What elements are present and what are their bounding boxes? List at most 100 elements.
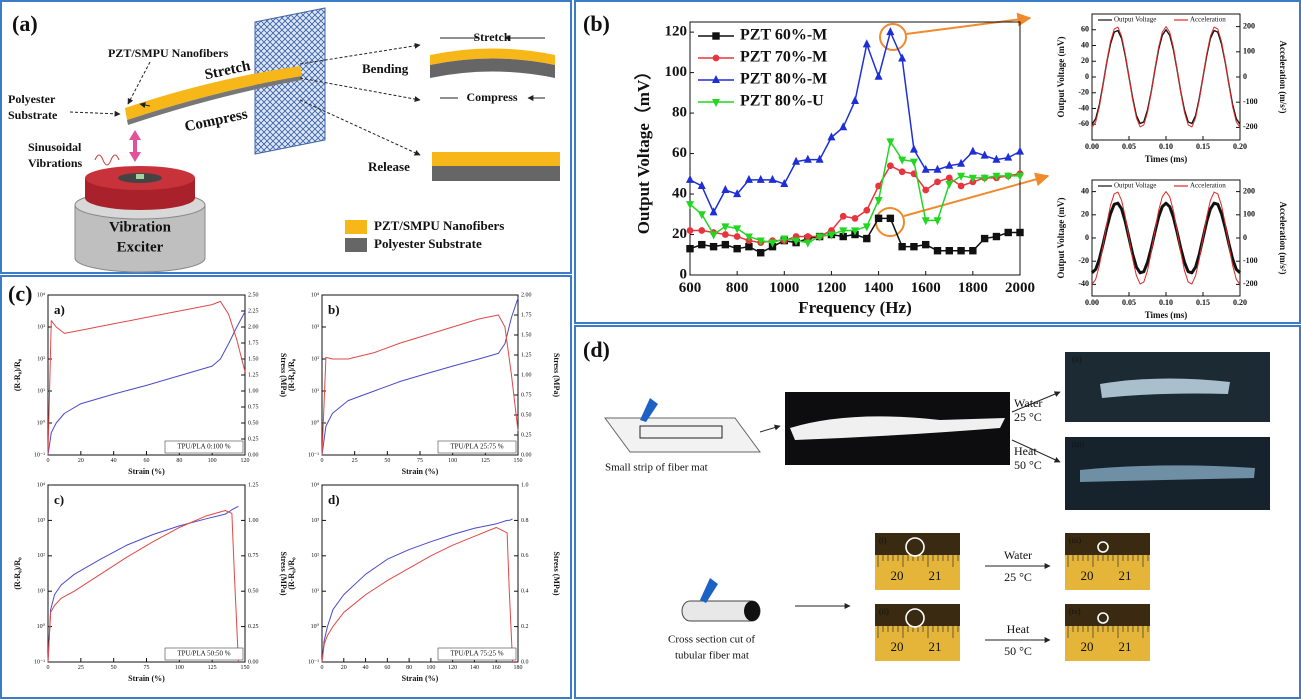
y2-tick-label: 0.75 xyxy=(521,392,532,398)
y-tick-label: 40 xyxy=(1081,186,1089,195)
subpanel-label: c) xyxy=(54,492,64,507)
ruler-mark: 20 xyxy=(1081,639,1094,654)
label: Bending xyxy=(362,61,409,76)
label: Vibrations xyxy=(28,156,83,170)
y2-axis-label: Stress (MPa) xyxy=(552,551,561,595)
plot-frame xyxy=(322,485,518,662)
label: PZT/SMPU Nanofibers xyxy=(108,46,229,60)
figure: (a)PZT/SMPU NanofibersStretchCompressPol… xyxy=(0,0,1301,699)
y2-tick-label: 0.00 xyxy=(248,659,259,665)
x-tick-label: 25 xyxy=(78,665,84,671)
marker xyxy=(970,248,976,254)
marker xyxy=(887,28,893,34)
x-tick-label: 40 xyxy=(363,665,369,671)
y-tick-label: 60 xyxy=(672,145,687,161)
x-axis-label: Times (ms) xyxy=(1145,310,1188,320)
marker xyxy=(887,163,893,169)
step-temp: 25 °C xyxy=(1014,410,1042,424)
x-tick-label: 50 xyxy=(384,458,390,464)
y-tick-label: 10⁰ xyxy=(311,419,320,426)
series-line xyxy=(48,301,245,455)
series-line xyxy=(322,298,518,455)
marker xyxy=(946,181,952,187)
x-tick-label: 0.15 xyxy=(1196,298,1210,307)
y-axis-label: (R-R₀)/R₀ xyxy=(13,557,22,590)
x-tick-label: 100 xyxy=(426,665,435,671)
photo-label: (iii) xyxy=(1069,536,1081,545)
marker xyxy=(1017,148,1023,154)
y2-tick-label: 1.25 xyxy=(248,372,259,378)
plot-frame xyxy=(48,295,245,455)
series-line xyxy=(322,527,513,662)
y2-tick-label: 1.75 xyxy=(248,340,259,346)
x-tick-label: 60 xyxy=(384,665,390,671)
x-tick-label: 60 xyxy=(144,458,150,464)
x-tick-label: 40 xyxy=(111,458,117,464)
y2-axis-label: Acceleration (m/s²) xyxy=(1278,41,1288,114)
marker xyxy=(734,245,740,251)
x-tick-label: 80 xyxy=(176,458,182,464)
y2-tick-label: 200 xyxy=(1243,186,1255,195)
marker xyxy=(758,250,764,256)
label: Release xyxy=(368,159,410,174)
y2-tick-label: 100 xyxy=(1243,210,1255,219)
x-tick-label: 75 xyxy=(417,458,423,464)
panel-label: (b) xyxy=(583,11,610,36)
x-tick-label: 80 xyxy=(406,665,412,671)
ruler-mark: 21 xyxy=(1119,639,1132,654)
panel-b-callouts xyxy=(876,18,1048,236)
panel-label: (c) xyxy=(8,281,32,306)
y2-tick-label: -200 xyxy=(1243,279,1258,288)
y-axis-label: Output Voltage（mV） xyxy=(633,63,653,234)
y2-tick-label: 0.25 xyxy=(521,432,532,438)
marker xyxy=(713,33,719,39)
marker xyxy=(981,235,987,241)
x-tick-label: 2000 xyxy=(1005,280,1035,296)
y2-tick-label: 1.25 xyxy=(248,482,259,488)
x-tick-label: 0 xyxy=(321,665,324,671)
y-tick-label: 0 xyxy=(1085,233,1089,242)
marker xyxy=(746,243,752,249)
x-tick-label: 0 xyxy=(47,458,50,464)
y-axis-label: Output Voltage (mV) xyxy=(1056,36,1066,117)
x-tick-label: 140 xyxy=(470,665,479,671)
ruler-mark: 21 xyxy=(1119,568,1132,583)
x-tick-label: 1000 xyxy=(769,280,799,296)
marker xyxy=(923,241,929,247)
series-line xyxy=(48,510,238,662)
marker xyxy=(699,228,705,234)
y2-tick-label: 2.25 xyxy=(248,308,259,314)
y-tick-label: 10⁰ xyxy=(37,419,46,426)
x-tick-label: 1400 xyxy=(864,280,894,296)
ruler-mark: 20 xyxy=(891,568,904,583)
y-tick-label: 120 xyxy=(665,24,688,40)
y2-tick-label: 0.8 xyxy=(521,518,529,524)
y-tick-label: 40 xyxy=(1081,40,1089,49)
legend-label: PZT 60%-M xyxy=(740,27,827,44)
y2-tick-label: 100 xyxy=(1243,47,1255,56)
photo-label: (ii) xyxy=(1072,355,1082,364)
marker xyxy=(1017,229,1023,235)
x-tick-label: 1600 xyxy=(911,280,941,296)
x-axis-label: Strain (%) xyxy=(402,674,439,683)
y-tick-label: 60 xyxy=(1081,25,1089,34)
marker xyxy=(958,183,964,189)
x-tick-label: 75 xyxy=(144,665,150,671)
y-tick-label: 10⁴ xyxy=(311,292,319,298)
marker xyxy=(946,248,952,254)
photo-label: (iv) xyxy=(1069,607,1081,616)
annotation: TPU/PLA 75:25 % xyxy=(450,650,503,658)
y2-tick-label: 2.00 xyxy=(248,324,259,330)
y2-tick-label: 1.50 xyxy=(248,356,259,362)
annotation: TPU/PLA 0:100 % xyxy=(177,443,230,451)
y-axis-label: (R-R₀)/R₀ xyxy=(13,358,22,391)
x-tick-label: 0.05 xyxy=(1122,142,1136,151)
y-tick-label: 10⁻¹ xyxy=(34,452,45,458)
x-tick-label: 20 xyxy=(78,458,84,464)
marker xyxy=(722,232,728,238)
y2-tick-label: 0.50 xyxy=(248,589,259,595)
x-axis-label: Frequency (Hz) xyxy=(798,298,911,317)
y-tick-label: 10¹ xyxy=(37,388,45,394)
photo-label: (i) xyxy=(790,395,798,404)
y-tick-label: 10² xyxy=(311,356,319,362)
